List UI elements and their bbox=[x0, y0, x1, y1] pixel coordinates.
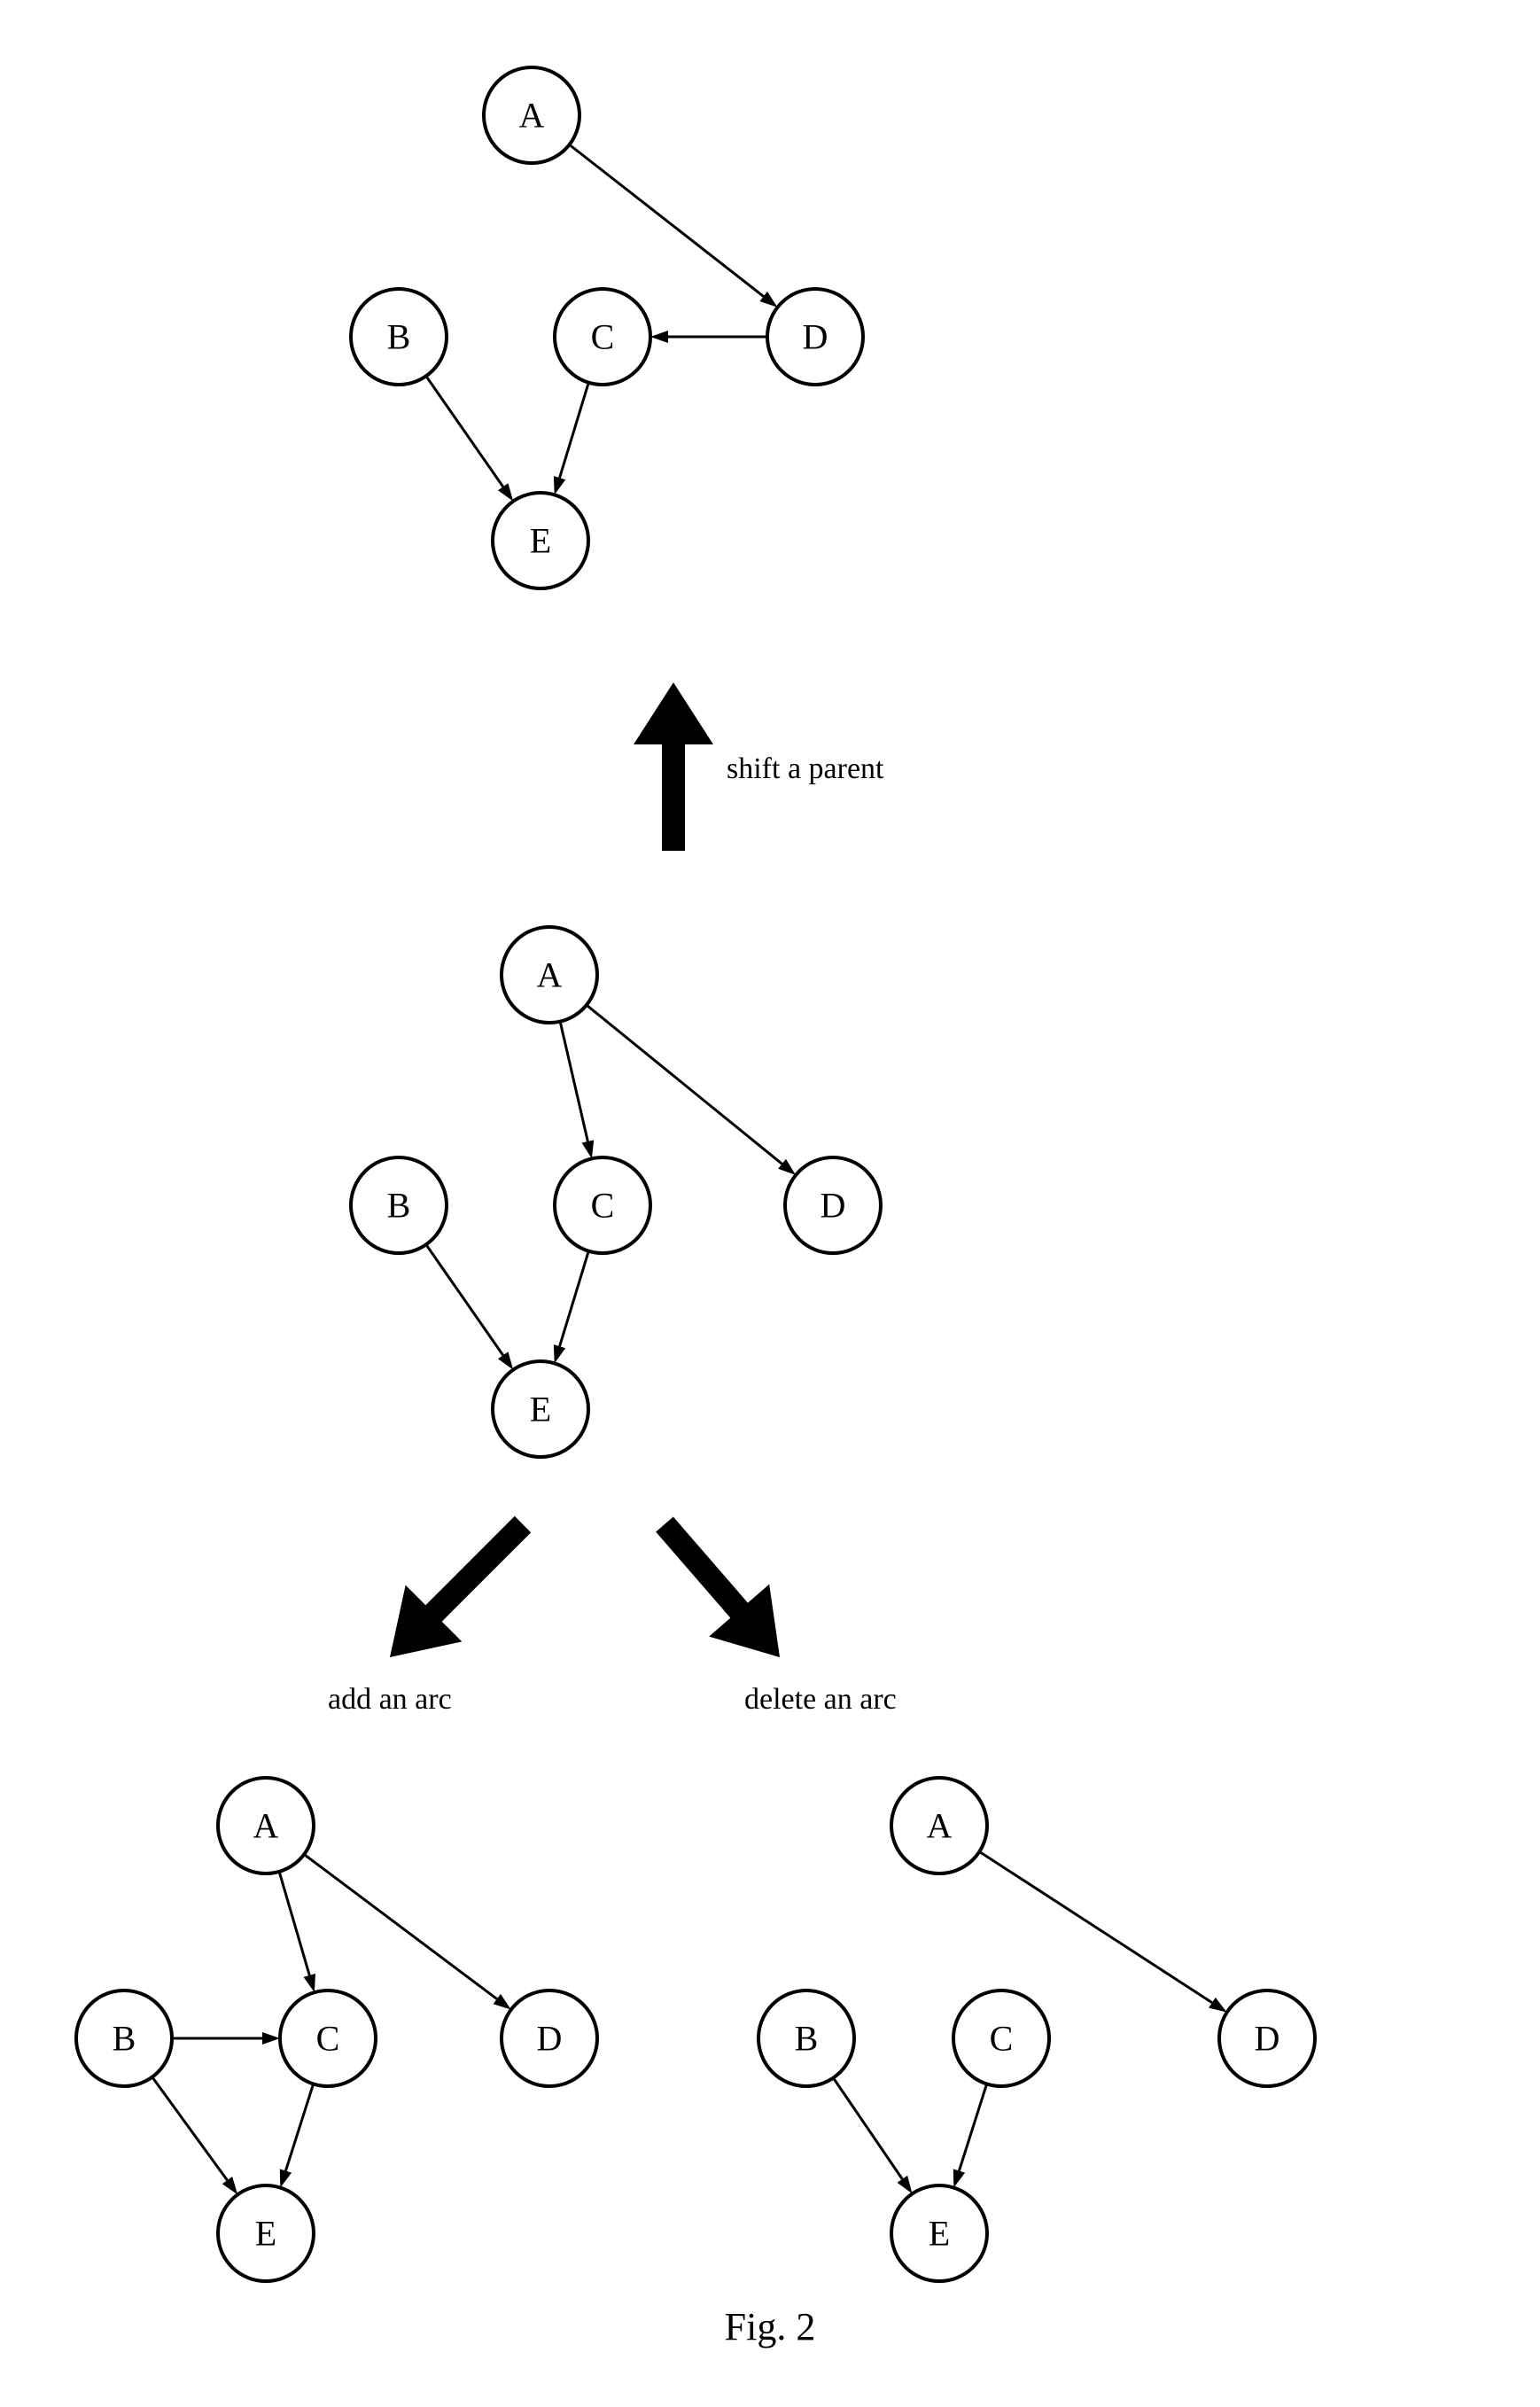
graph-edge-arrowhead bbox=[554, 476, 565, 495]
graph-edge-arrowhead bbox=[498, 483, 513, 501]
transition-arrow bbox=[390, 1516, 531, 1657]
graph-node-label-middle-D: D bbox=[821, 1186, 846, 1226]
graph-edge-arrowhead bbox=[494, 1994, 511, 2010]
graph-edge bbox=[304, 1854, 497, 1998]
graph-node-label-middle-B: B bbox=[387, 1186, 411, 1226]
transition-arrow bbox=[634, 682, 713, 851]
graph-edge bbox=[570, 144, 764, 296]
transition-label: shift a parent bbox=[727, 752, 884, 785]
transition-arrow bbox=[656, 1516, 780, 1657]
graph-edge-arrowhead bbox=[280, 2169, 292, 2187]
graph-edge bbox=[979, 1851, 1212, 2002]
graph-node-label-middle-A: A bbox=[537, 955, 563, 995]
graph-node-label-bottom_right-D: D bbox=[1255, 2019, 1280, 2059]
graph-node-label-bottom_right-B: B bbox=[795, 2019, 819, 2059]
graph-node-label-top-E: E bbox=[530, 521, 551, 561]
graph-edge bbox=[959, 2084, 986, 2170]
graph-edge bbox=[426, 376, 503, 487]
graph-node-label-middle-C: C bbox=[591, 1186, 615, 1226]
graph-edge bbox=[560, 383, 589, 479]
graph-edge-arrowhead bbox=[1209, 1998, 1227, 2013]
graph-node-label-top-C: C bbox=[591, 317, 615, 357]
graph-node-label-bottom_right-A: A bbox=[927, 1806, 953, 1846]
graph-node-label-bottom_left-C: C bbox=[316, 2019, 340, 2059]
diagram-svg: A B C D E A B C D E A B C D E A B C D Eshift a parent add an… bbox=[0, 0, 1540, 2407]
graph-edge bbox=[560, 1022, 587, 1141]
graph-node-label-bottom_left-A: A bbox=[253, 1806, 279, 1846]
graph-edge bbox=[587, 1005, 782, 1164]
graph-edge-arrowhead bbox=[262, 2032, 280, 2045]
graph-node-label-middle-E: E bbox=[530, 1390, 551, 1429]
graph-edge bbox=[560, 1251, 589, 1347]
figure-page: A B C D E A B C D E A B C D E A B C D Eshift a parent add an… bbox=[0, 0, 1540, 2407]
graph-edge bbox=[279, 1872, 309, 1975]
graph-edge bbox=[426, 1244, 503, 1355]
graph-edge-arrowhead bbox=[498, 1352, 513, 1369]
graph-edge bbox=[152, 2077, 228, 2180]
graph-node-label-top-B: B bbox=[387, 317, 411, 357]
graph-edge-arrowhead bbox=[304, 1974, 315, 1992]
graph-node-label-bottom_right-E: E bbox=[929, 2214, 950, 2254]
transition-label: delete an arc bbox=[744, 1683, 897, 1716]
graph-edge bbox=[833, 2078, 902, 2179]
graph-edge-arrowhead bbox=[222, 2177, 237, 2194]
graph-edge bbox=[285, 2084, 313, 2170]
graph-node-label-top-A: A bbox=[519, 96, 545, 136]
figure-caption: Fig. 2 bbox=[725, 2305, 816, 2349]
graph-edge-arrowhead bbox=[953, 2169, 965, 2187]
graph-node-label-bottom_right-C: C bbox=[990, 2019, 1014, 2059]
graph-edge-arrowhead bbox=[582, 1140, 595, 1158]
graph-node-label-bottom_left-D: D bbox=[537, 2019, 563, 2059]
graph-edge-arrowhead bbox=[554, 1344, 565, 1363]
graph-node-label-bottom_left-B: B bbox=[113, 2019, 136, 2059]
transition-label: add an arc bbox=[328, 1683, 452, 1716]
graph-edge-arrowhead bbox=[650, 331, 668, 343]
graph-edge-arrowhead bbox=[898, 2176, 913, 2193]
graph-node-label-bottom_left-E: E bbox=[255, 2214, 276, 2254]
graph-node-label-top-D: D bbox=[803, 317, 828, 357]
